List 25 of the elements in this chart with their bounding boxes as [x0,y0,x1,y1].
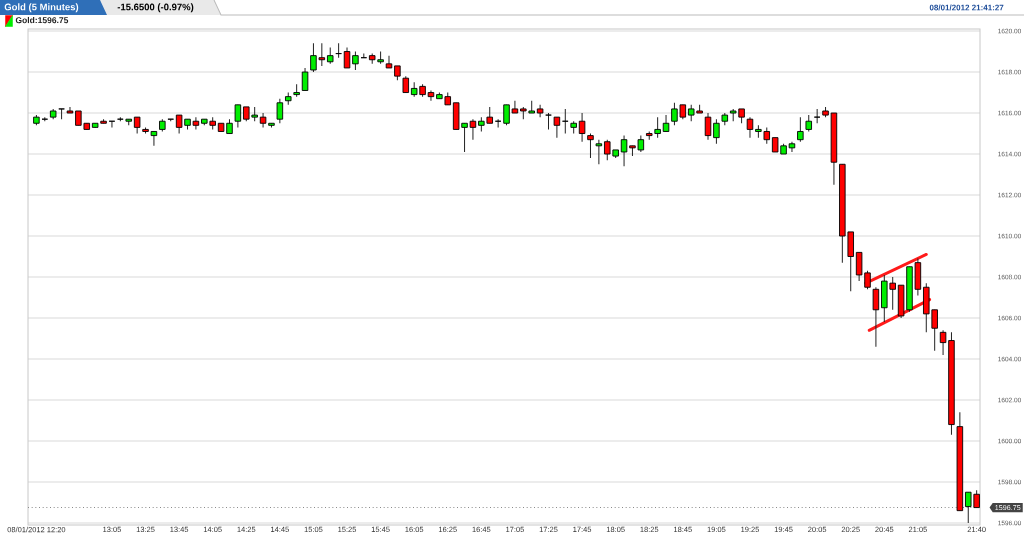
candlestick [343,46,351,69]
candlestick [385,55,393,69]
candlestick [872,286,880,348]
candlestick [578,112,586,143]
candlestick [301,67,309,91]
candlestick [427,89,435,102]
candlestick [553,116,561,139]
candlestick [352,51,359,71]
candlestick [66,106,74,114]
candlestick [704,112,712,141]
chart-title: Gold (5 Minutes) [4,3,79,13]
candlestick [234,104,242,128]
candlestick [276,98,284,124]
candlestick [536,104,544,118]
candlestick [813,108,821,124]
candlestick [58,108,65,120]
candlestick [713,118,720,145]
legend-label: Gold:1596.75 [15,16,69,24]
candlestick [587,133,594,159]
candlestick [595,139,603,165]
text: 08/01/2012 21:41:27 [929,4,1004,11]
candlestick [662,114,670,132]
candlestick [797,116,804,143]
candlestick [746,116,754,139]
chart-subtitle: -15.6500 (-0.97%) [117,3,194,13]
